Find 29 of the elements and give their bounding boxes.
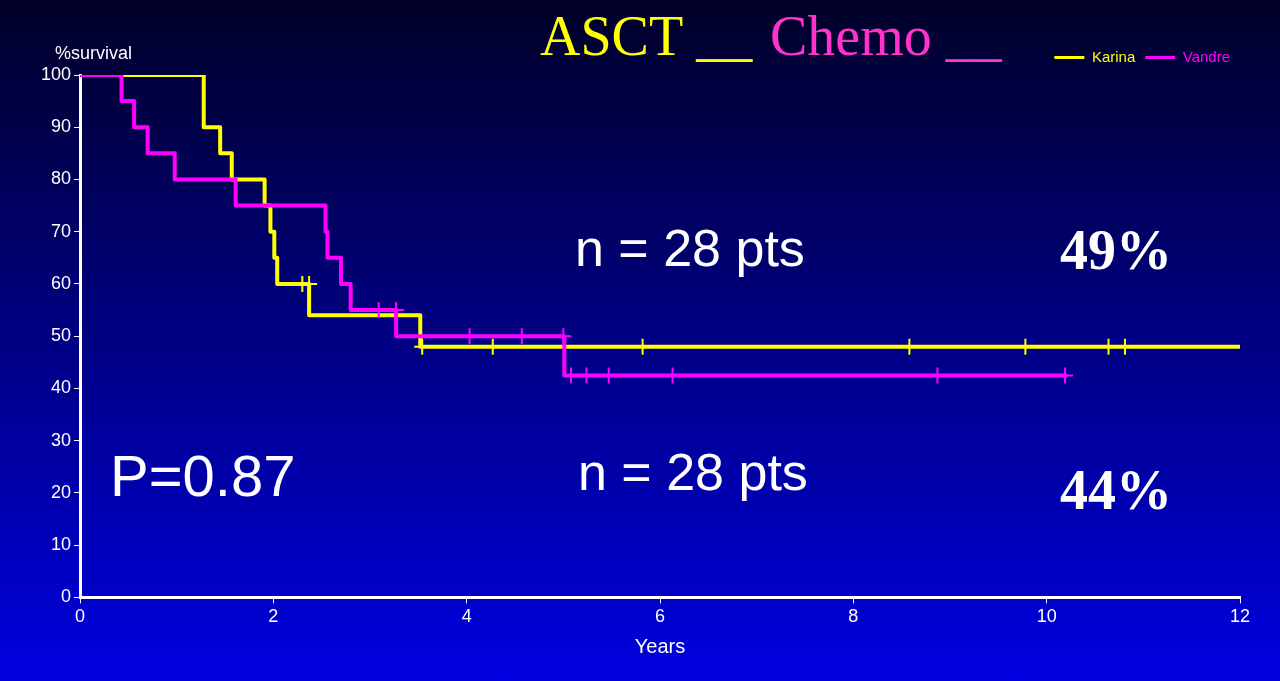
annotation: 44% [1060,458,1172,522]
annotation: n = 28 pts [578,442,808,502]
y-tick-label: 20 [50,481,71,502]
y-tick-label: 40 [50,377,71,398]
y-tick-label: 100 [40,63,71,84]
y-tick-label: 30 [50,429,71,450]
legend-label: Karina [1091,47,1136,65]
y-axis-title: %survival [55,42,133,63]
y-tick-label: 10 [50,534,71,555]
y-tick-label: 70 [50,220,71,241]
y-tick-label: 90 [50,116,71,137]
text: Chemo __ [770,4,1002,68]
x-tick-label: 4 [461,606,472,627]
text: ASCT __ [540,4,753,68]
y-tick-label: 50 [50,325,71,346]
y-tick-label: 0 [60,586,71,607]
y-tick-label: 60 [50,272,71,293]
annotation: 49% [1060,218,1172,282]
x-tick-label: 12 [1229,606,1251,627]
x-axis-title: Years [634,634,686,657]
x-tick-label: 0 [74,606,86,627]
x-tick-label: 10 [1036,606,1057,627]
x-tick-label: 8 [848,606,859,627]
x-tick-label: 2 [268,606,279,627]
annotation: P=0.87 [110,442,296,509]
legend-label: Vandre [1182,47,1231,65]
annotation: n = 28 pts [575,218,805,278]
y-tick-label: 80 [50,168,71,189]
x-tick-label: 6 [654,606,666,627]
